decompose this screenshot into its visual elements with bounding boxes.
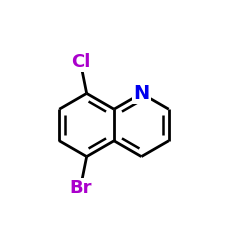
Text: Br: Br xyxy=(69,179,92,197)
Text: N: N xyxy=(133,84,150,103)
Text: Cl: Cl xyxy=(71,53,90,71)
